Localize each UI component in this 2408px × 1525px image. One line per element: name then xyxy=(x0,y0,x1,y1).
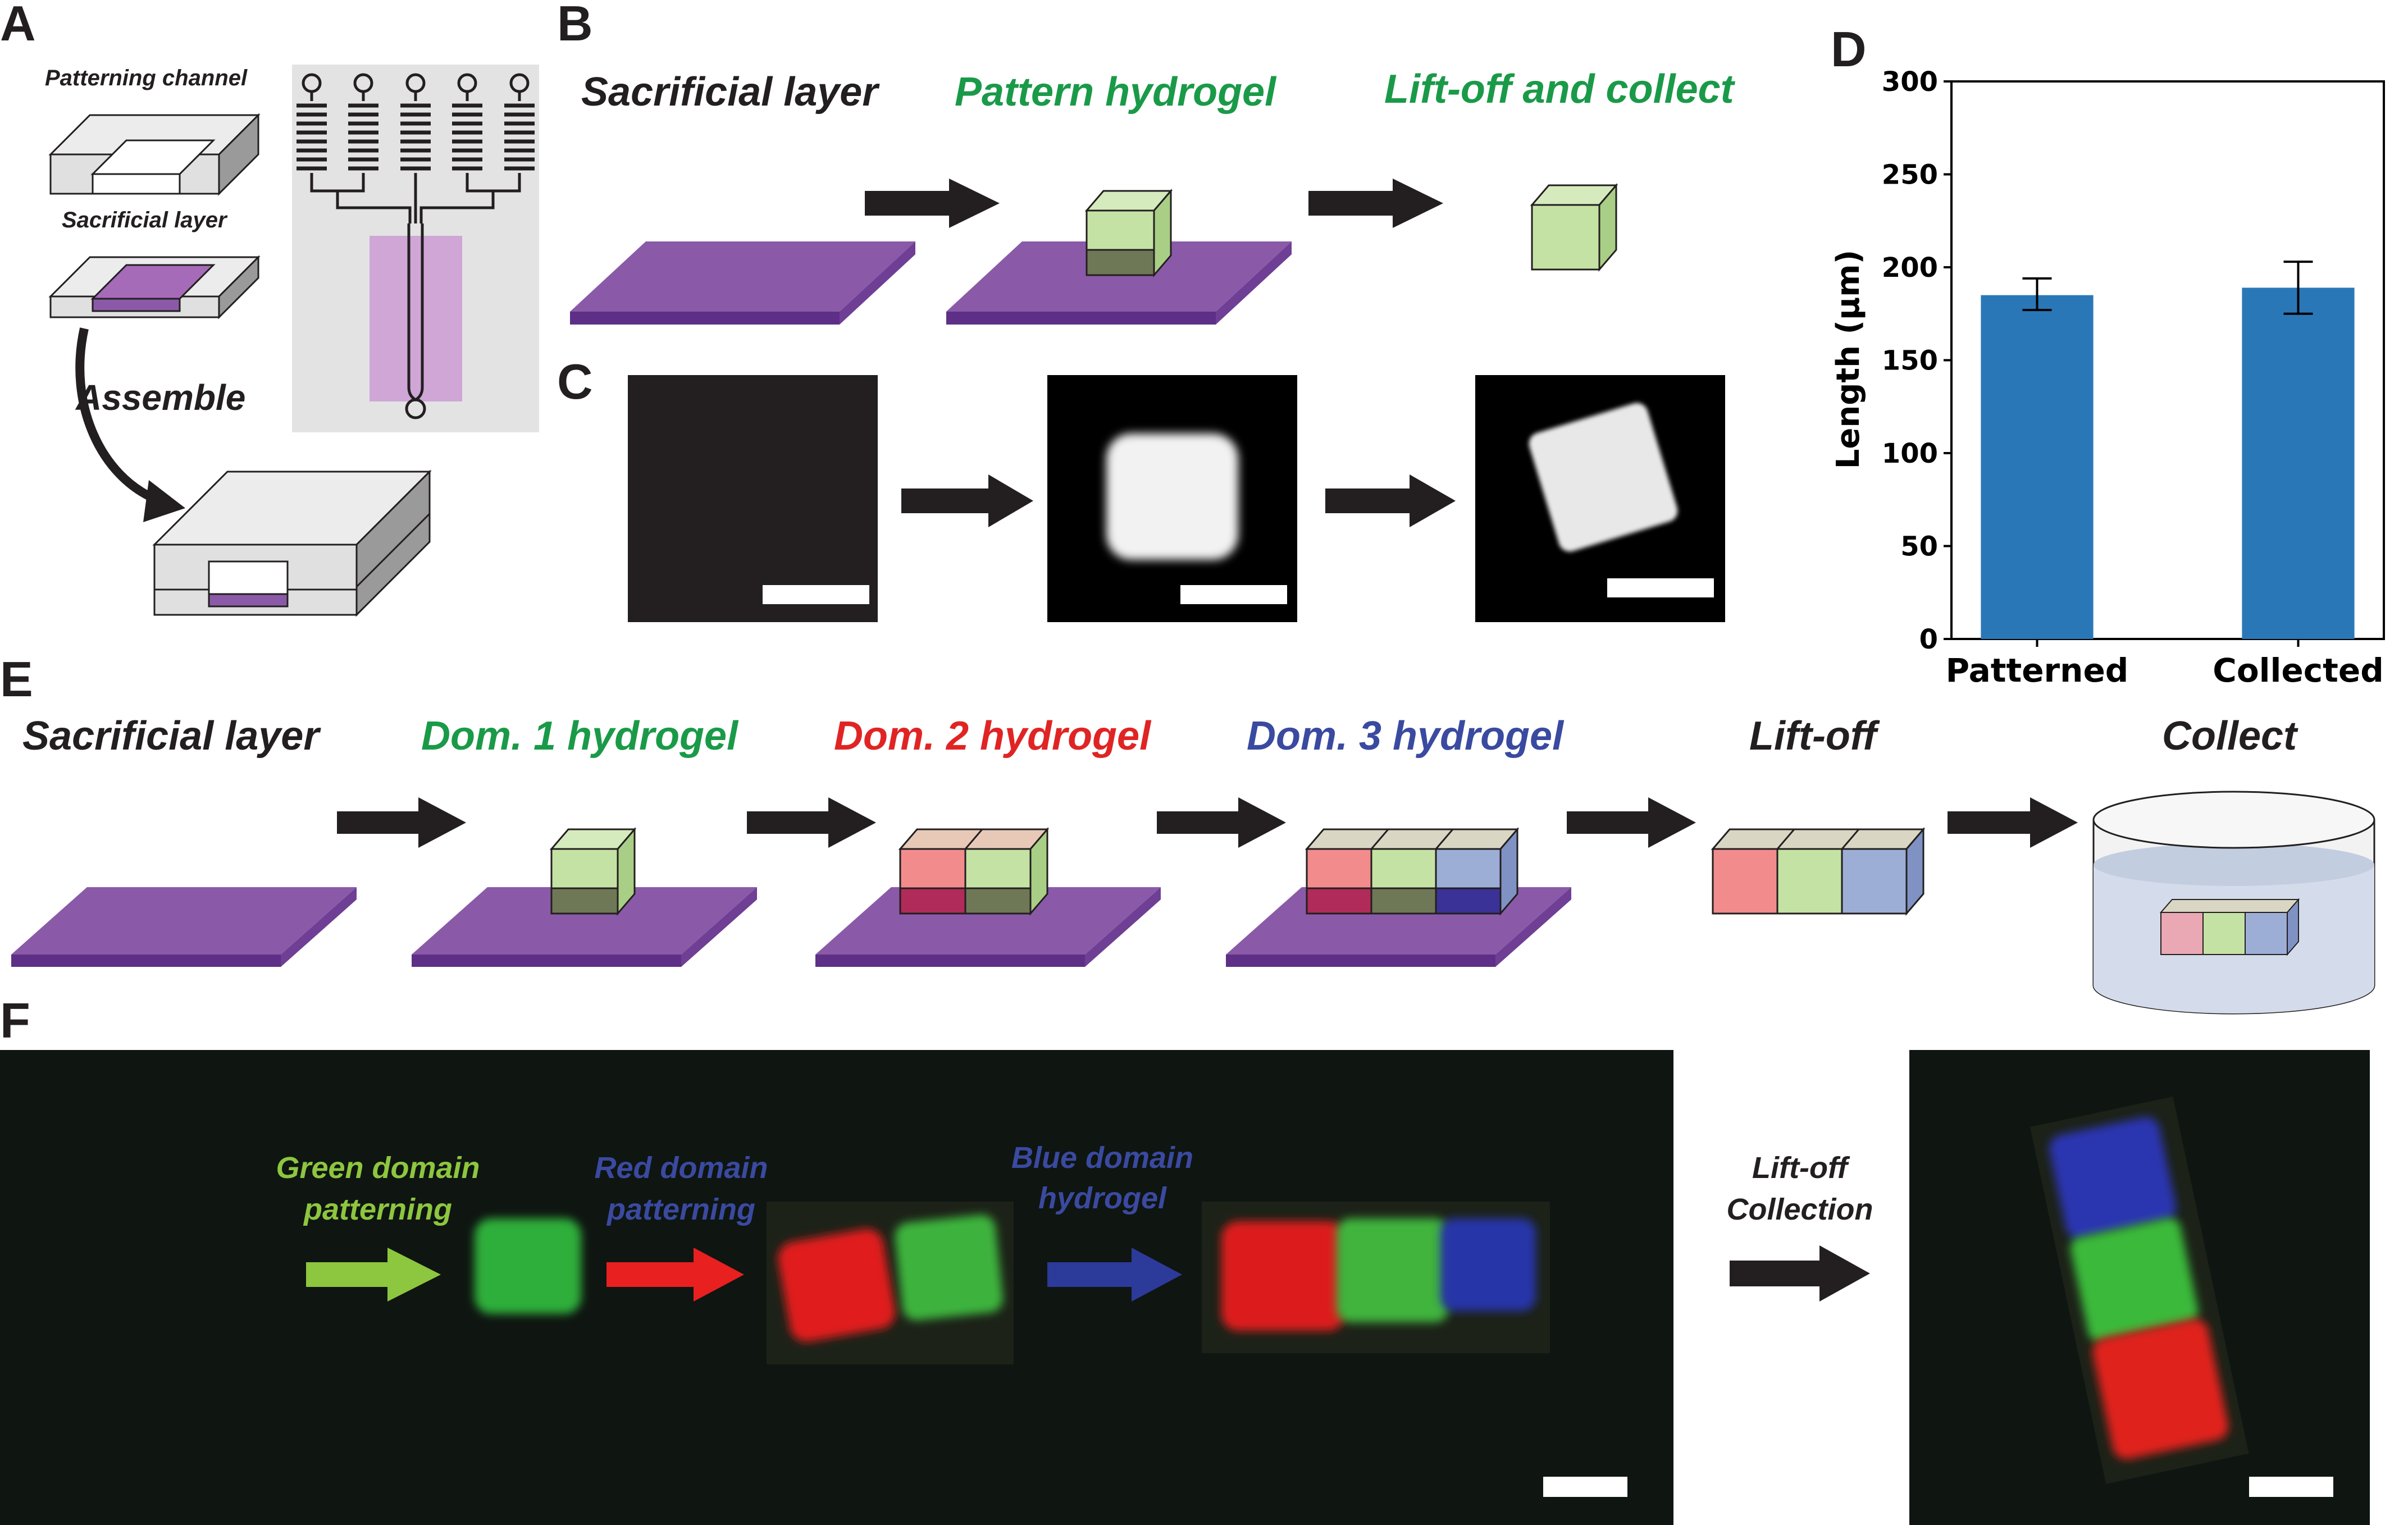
f-scalebar-2 xyxy=(2249,1477,2333,1497)
b-hydrogel-cube-patterned xyxy=(1084,188,1173,278)
e-sacrificial-slab-1 xyxy=(11,887,357,967)
f-collected-gel xyxy=(2030,1096,2249,1484)
c-arrow-1 xyxy=(901,474,1033,527)
e-dom3-cubes xyxy=(1305,827,1520,916)
f-green-label-1: Green domain xyxy=(276,1151,480,1185)
sacrificial-layer-block xyxy=(48,255,261,319)
e-arrow-4 xyxy=(1567,797,1696,848)
device-chip xyxy=(292,65,539,432)
panel-c xyxy=(628,375,1725,622)
y-tick-label: 50 xyxy=(1900,531,1938,563)
y-tick-label: 150 xyxy=(1882,345,1938,377)
y-tick-label: 100 xyxy=(1882,438,1938,469)
f-blue-label-1: Blue domain xyxy=(1011,1141,1193,1175)
c-collected-gel xyxy=(1529,403,1678,552)
b-step-lift-off-and-collect: Lift-off and collect xyxy=(1384,67,1736,112)
y-tick-label: 200 xyxy=(1882,252,1938,284)
panel-label-f: F xyxy=(0,993,30,1048)
f-red-label-1: Red domain xyxy=(594,1151,768,1185)
f-green-gel-1 xyxy=(475,1218,581,1314)
panel-label-a: A xyxy=(0,0,36,51)
e-step-collect: Collect xyxy=(2162,714,2298,759)
c-patterned-gel xyxy=(1106,433,1238,560)
f-red-label-2: patterning xyxy=(606,1193,755,1226)
e-step-dom2: Dom. 2 hydrogel xyxy=(834,714,1152,759)
c-scalebar-1 xyxy=(763,585,869,604)
patterning-channel-label: Patterning channel xyxy=(45,66,248,90)
bar-collected xyxy=(2242,287,2355,639)
b-arrow-2 xyxy=(1308,179,1443,228)
c-arrow-2 xyxy=(1325,474,1456,527)
panel-a: Patterning channel Sacrificial layer xyxy=(45,65,539,617)
f-two-domain-gel xyxy=(767,1202,1014,1364)
assemble-arrowhead xyxy=(143,480,185,522)
panel-label-b: B xyxy=(557,0,593,51)
e-collection-dish xyxy=(2092,791,2375,1015)
b-arrow-1 xyxy=(865,179,1000,228)
e-liftoff-cubes xyxy=(1711,827,1926,916)
e-arrow-5 xyxy=(1948,797,2078,848)
e-dom2-cubes xyxy=(898,827,1050,916)
e-step-lift-off: Lift-off xyxy=(1749,714,1880,759)
f-scalebar-1 xyxy=(1543,1477,1627,1497)
f-blue-label-2: hydrogel xyxy=(1038,1181,1167,1215)
b-hydrogel-cube-collected xyxy=(1530,182,1618,272)
error-bar-collected xyxy=(2283,261,2313,315)
c-image-sacrificial xyxy=(628,375,878,622)
panel-d-chart: 0 50 100 150 200 250 300 Patterned Collected Le… xyxy=(1830,66,2385,690)
panel-label-e: E xyxy=(0,651,33,707)
x-category-label: Patterned xyxy=(1946,651,2129,690)
e-step-dom3: Dom. 3 hydrogel xyxy=(1247,714,1565,759)
y-tick-label: 250 xyxy=(1882,159,1938,191)
sacrificial-layer-label-a: Sacrificial layer xyxy=(62,208,228,232)
e-arrow-3 xyxy=(1157,797,1286,848)
e-arrow-1 xyxy=(337,797,466,848)
f-liftoff-label-2: Collection xyxy=(1726,1193,1873,1226)
panel-b: Sacrificial layer Pattern hydrogel Lift-… xyxy=(570,67,1736,325)
error-bar-patterned xyxy=(2022,277,2052,312)
c-scalebar-3 xyxy=(1607,578,1714,597)
f-green-label-2: patterning xyxy=(303,1193,452,1226)
panel-label-d: D xyxy=(1831,21,1867,77)
x-category-label: Collected xyxy=(2213,651,2383,690)
f-liftoff-arrow xyxy=(1730,1245,1870,1302)
b-sacrificial-slab-1 xyxy=(570,241,915,325)
f-liftoff-label-1: Lift-off xyxy=(1752,1151,1850,1185)
e-step-dom1: Dom. 1 hydrogel xyxy=(421,714,739,759)
y-tick-label: 300 xyxy=(1882,66,1938,98)
y-tick-label: 0 xyxy=(1919,624,1938,655)
panel-e: Sacrificial layer Dom. 1 hydrogel Dom. 2… xyxy=(11,714,2375,1015)
patterning-channel-block xyxy=(48,113,261,196)
f-three-domain-gel xyxy=(1202,1202,1550,1353)
assembled-device xyxy=(152,469,432,617)
e-step-sacrificial-layer: Sacrificial layer xyxy=(22,714,321,759)
f-blue-arrow xyxy=(1047,1248,1182,1302)
bar-patterned xyxy=(1981,295,2094,639)
assemble-label: Assemble xyxy=(75,377,245,418)
b-step-sacrificial-layer: Sacrificial layer xyxy=(581,70,880,115)
c-scalebar-2 xyxy=(1180,585,1287,604)
b-sacrificial-slab-2 xyxy=(946,241,1292,325)
e-arrow-2 xyxy=(747,797,876,848)
chart-y-axis-label: Length (μm) xyxy=(1830,250,1867,469)
e-dom1-cube xyxy=(549,827,637,916)
assemble-arrow xyxy=(75,327,159,504)
panel-f: Green domain patterning Red domain patte… xyxy=(0,1050,2370,1525)
panel-label-c: C xyxy=(557,354,593,409)
f-green-arrow xyxy=(306,1248,441,1302)
f-red-arrow xyxy=(606,1248,744,1302)
e-sacrificial-slab-2 xyxy=(412,887,757,967)
b-step-pattern-hydrogel: Pattern hydrogel xyxy=(955,70,1277,115)
